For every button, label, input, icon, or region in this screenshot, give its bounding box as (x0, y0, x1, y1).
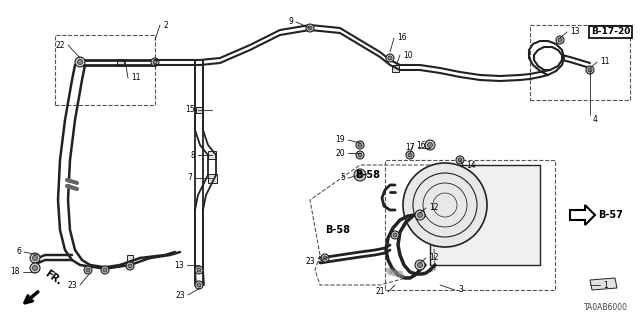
Text: B-57: B-57 (598, 210, 623, 220)
Circle shape (30, 263, 40, 273)
Text: 20: 20 (335, 149, 345, 158)
Circle shape (354, 169, 366, 181)
Circle shape (358, 153, 362, 157)
Text: 23: 23 (67, 280, 77, 290)
Text: 3: 3 (458, 286, 463, 294)
Circle shape (356, 141, 364, 149)
Bar (116, 58, 124, 65)
Circle shape (195, 281, 203, 289)
Circle shape (153, 60, 157, 64)
Circle shape (393, 233, 397, 237)
Bar (392, 64, 399, 71)
Text: 9: 9 (288, 18, 293, 26)
Circle shape (151, 58, 159, 66)
Circle shape (357, 172, 363, 178)
Text: 18: 18 (10, 268, 20, 277)
Circle shape (586, 66, 594, 74)
Polygon shape (590, 278, 617, 290)
Bar (127, 255, 133, 261)
Circle shape (321, 254, 329, 262)
Circle shape (588, 68, 592, 72)
Circle shape (75, 57, 85, 67)
Text: 6: 6 (16, 248, 21, 256)
Text: 5: 5 (340, 174, 345, 182)
Text: 7: 7 (187, 174, 192, 182)
Text: 10: 10 (403, 50, 413, 60)
Text: 12: 12 (429, 254, 438, 263)
Text: 15: 15 (186, 106, 195, 115)
Text: 13: 13 (570, 27, 580, 36)
Circle shape (415, 260, 425, 270)
Text: 13: 13 (174, 261, 184, 270)
Text: TA0AB6000: TA0AB6000 (584, 303, 628, 312)
Circle shape (128, 264, 132, 268)
Text: FR.: FR. (43, 269, 63, 287)
Text: 11: 11 (131, 73, 141, 83)
Text: 1: 1 (603, 280, 608, 290)
Circle shape (358, 143, 362, 147)
Circle shape (356, 151, 364, 159)
Circle shape (391, 231, 399, 239)
Bar (208, 151, 216, 159)
Circle shape (408, 153, 412, 157)
Text: 8: 8 (190, 151, 195, 160)
Circle shape (323, 256, 327, 260)
Text: 23: 23 (305, 257, 315, 266)
Text: B-58: B-58 (355, 170, 380, 180)
Circle shape (101, 266, 109, 274)
Circle shape (195, 266, 203, 274)
Text: 21: 21 (376, 287, 385, 296)
Text: B-58: B-58 (325, 225, 350, 235)
Text: 19: 19 (335, 136, 345, 145)
Text: 4: 4 (593, 115, 598, 124)
Circle shape (33, 256, 38, 261)
Text: 14: 14 (466, 160, 476, 169)
Circle shape (456, 156, 464, 164)
Circle shape (417, 263, 422, 268)
Circle shape (33, 265, 38, 271)
Circle shape (30, 253, 40, 263)
Circle shape (197, 268, 201, 272)
Circle shape (558, 38, 562, 42)
Circle shape (556, 36, 564, 44)
Circle shape (77, 60, 83, 64)
Circle shape (406, 151, 414, 159)
Text: 16: 16 (397, 33, 406, 42)
Circle shape (403, 163, 487, 247)
Circle shape (458, 158, 462, 162)
Text: 16: 16 (416, 140, 426, 150)
Text: 11: 11 (600, 57, 609, 66)
Text: 12: 12 (429, 204, 438, 212)
Circle shape (126, 262, 134, 270)
Bar (430, 165, 540, 265)
Circle shape (103, 268, 107, 272)
Text: 23: 23 (175, 291, 185, 300)
Text: 22: 22 (56, 41, 65, 49)
Bar (207, 174, 216, 182)
Text: 2: 2 (163, 20, 168, 29)
Text: B-17-20: B-17-20 (591, 27, 630, 36)
Circle shape (308, 26, 312, 30)
Circle shape (425, 140, 435, 150)
Bar (196, 107, 202, 113)
Circle shape (84, 266, 92, 274)
Text: 17: 17 (405, 144, 415, 152)
Circle shape (386, 54, 394, 62)
Circle shape (86, 268, 90, 272)
Circle shape (197, 283, 201, 287)
Circle shape (415, 210, 425, 220)
Circle shape (388, 56, 392, 60)
Circle shape (417, 212, 422, 218)
Circle shape (306, 24, 314, 32)
Circle shape (428, 143, 433, 147)
